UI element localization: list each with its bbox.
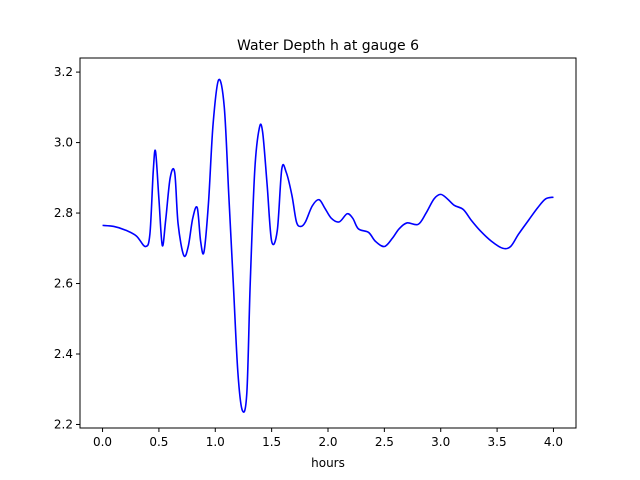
x-tick-label: 2.0 [318,435,337,449]
y-tick-label: 3.0 [54,136,73,150]
y-tick-label: 3.2 [54,65,73,79]
x-tick-label: 0.0 [93,435,112,449]
x-tick-label: 1.5 [262,435,281,449]
chart-title: Water Depth h at gauge 6 [237,38,419,54]
plot-area [102,78,554,413]
axes-frame [79,57,577,429]
x-axis: 0.0 0.5 1.0 1.5 2.0 2.5 3.0 3.5 4.0 [93,428,563,449]
y-axis: 2.2 2.4 2.6 2.8 3.0 3.2 [54,65,80,431]
x-tick-label: 3.0 [431,435,450,449]
x-tick-label: 0.5 [149,435,168,449]
x-tick-label: 4.0 [544,435,563,449]
x-tick-label: 3.5 [488,435,507,449]
x-tick-label: 1.0 [206,435,225,449]
y-tick-label: 2.8 [54,206,73,220]
x-axis-label: hours [311,456,345,470]
y-tick-label: 2.4 [54,347,73,361]
y-tick-label: 2.2 [54,417,73,431]
series-line-0 [102,78,554,413]
y-tick-label: 2.6 [54,277,73,291]
x-tick-label: 2.5 [375,435,394,449]
